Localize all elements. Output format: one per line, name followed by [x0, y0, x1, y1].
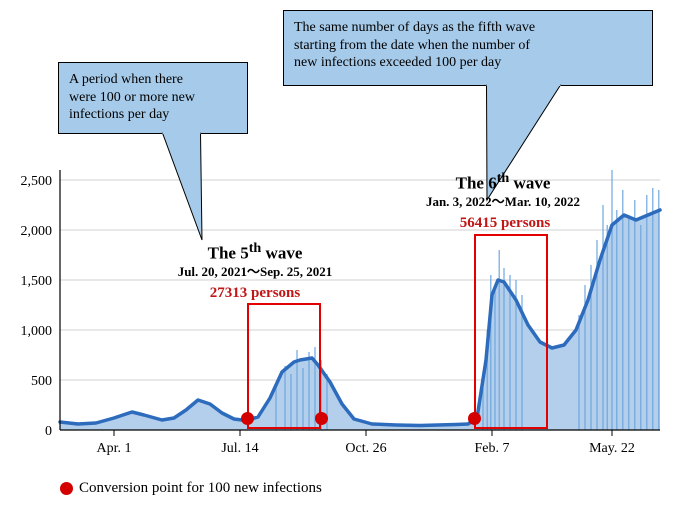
sixth-wave-title: The 6th wave: [383, 170, 623, 194]
sixth-wave-label: The 6th wave Jan. 3, 2022～Mar. 10, 2022: [383, 170, 623, 210]
conversion-point-icon: [315, 412, 328, 425]
conversion-point-icon: [241, 412, 254, 425]
sixth-wave-dates: Jan. 3, 2022～Mar. 10, 2022: [383, 194, 623, 210]
sixth-wave-box: [474, 234, 548, 429]
legend-text: Conversion point for 100 new infections: [79, 480, 322, 497]
fifth-wave-dates: Jul. 20, 2021～Sep. 25, 2021: [135, 264, 375, 280]
fifth-wave-label: The 5th wave Jul. 20, 2021～Sep. 25, 2021: [135, 240, 375, 280]
legend-row: Conversion point for 100 new infections: [60, 480, 322, 497]
fifth-wave-title: The 5th wave: [135, 240, 375, 264]
sixth-wave-persons: 56415 persons: [440, 215, 570, 232]
conversion-point-icon: [468, 412, 481, 425]
fifth-wave-persons: 27313 persons: [190, 285, 320, 302]
legend-dot-icon: [60, 482, 73, 495]
fifth-wave-box: [247, 303, 321, 429]
